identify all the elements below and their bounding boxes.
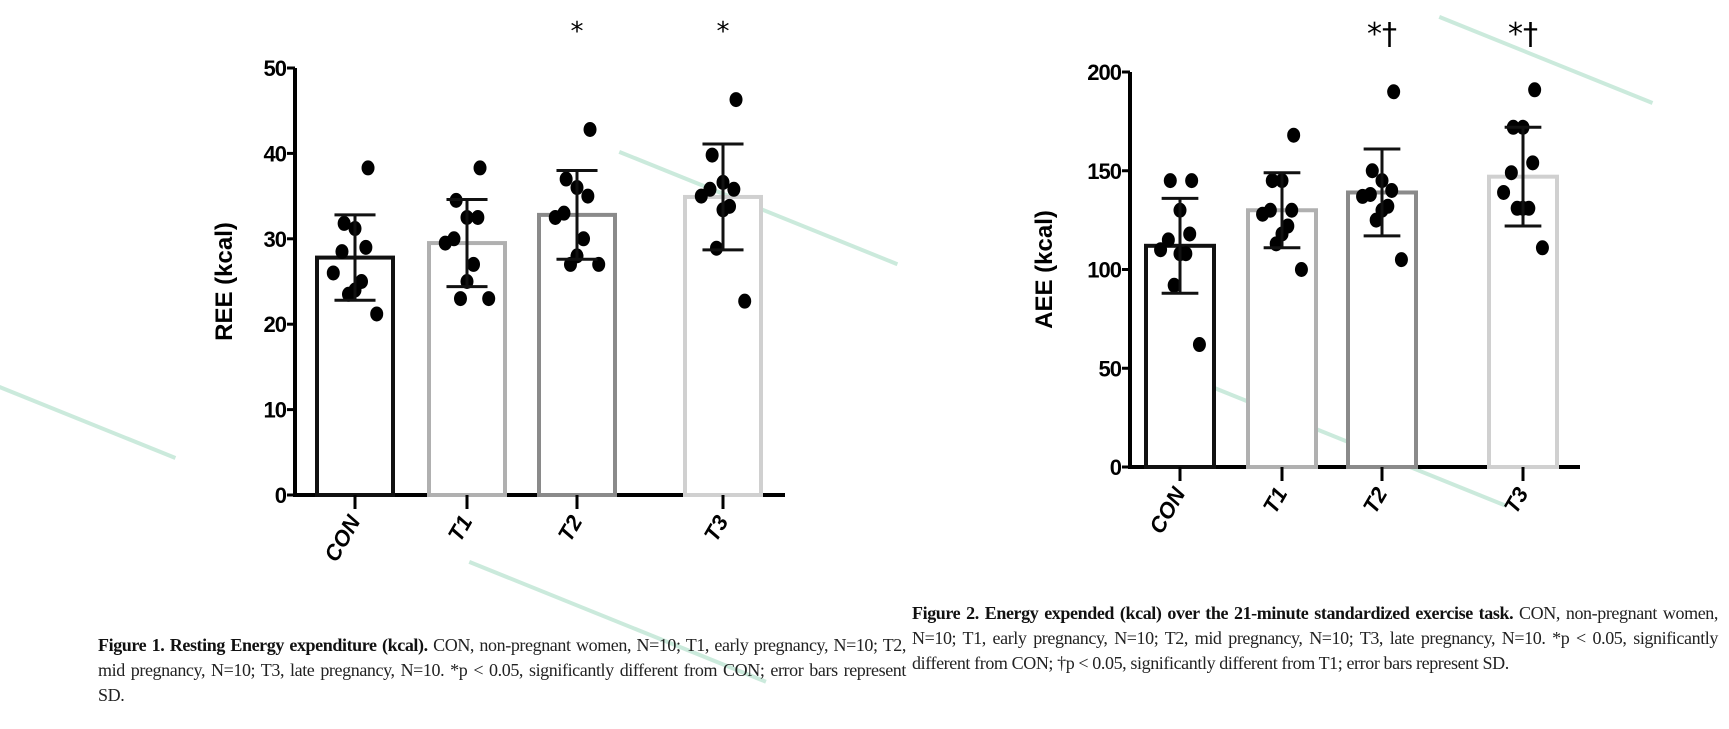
data-point — [705, 147, 719, 163]
data-point — [1497, 184, 1511, 200]
data-point — [1387, 84, 1401, 100]
x-tick-label: T1 — [1258, 483, 1292, 518]
y-tick-label: 30 — [264, 227, 287, 252]
data-point — [1504, 165, 1518, 181]
data-point — [438, 235, 452, 251]
figure-2-caption-text: CON, non-pregnant women, N=10; T1, early… — [912, 603, 1718, 673]
data-point — [1285, 202, 1299, 218]
y-tick-label: 150 — [1087, 159, 1121, 184]
data-point — [1154, 242, 1168, 258]
figure-1-caption-text: CON, non-pregnant women, N=10; T1, early… — [98, 635, 906, 705]
data-point — [559, 171, 573, 187]
data-point — [727, 181, 741, 197]
data-point — [1385, 183, 1399, 198]
y-tick-label: 0 — [275, 483, 287, 508]
data-point — [473, 160, 487, 176]
data-point — [1369, 212, 1383, 228]
significance-marker: *† — [1508, 17, 1538, 52]
data-point — [341, 286, 355, 302]
data-point — [1528, 82, 1542, 98]
y-tick-label: 40 — [264, 141, 287, 166]
data-point — [729, 92, 743, 108]
data-point — [337, 215, 351, 231]
y-tick-label: 50 — [264, 56, 287, 81]
data-point — [694, 188, 708, 204]
data-point — [370, 306, 384, 322]
data-point — [361, 160, 375, 176]
y-axis-label: REE (kcal) — [211, 222, 238, 341]
data-point — [1535, 240, 1549, 256]
data-point — [1510, 200, 1524, 216]
data-point — [1287, 127, 1301, 143]
data-point — [1256, 206, 1270, 222]
significance-marker: * — [571, 17, 584, 47]
figure-1-caption: Figure 1. Resting Energy expenditure (kc… — [98, 633, 906, 708]
data-point — [581, 188, 595, 204]
x-tick-label: T3 — [1499, 483, 1533, 518]
data-point — [577, 231, 591, 247]
data-point — [1294, 262, 1308, 277]
y-tick-label: 0 — [1110, 455, 1122, 480]
data-point — [1356, 188, 1370, 204]
data-point — [1167, 277, 1181, 293]
significance-marker: * — [717, 17, 730, 47]
x-tick-label: CON — [1144, 482, 1191, 538]
data-point — [1394, 252, 1408, 268]
x-tick-label: T2 — [1358, 482, 1393, 517]
data-point — [709, 240, 723, 256]
bar-t2 — [1346, 190, 1418, 469]
y-tick-label: 100 — [1087, 258, 1121, 283]
figure-1-caption-title: Figure 1. Resting Energy expenditure (kc… — [98, 635, 428, 655]
data-point — [471, 209, 485, 225]
y-tick-label: 200 — [1087, 60, 1121, 85]
data-point — [583, 121, 597, 137]
data-point — [1163, 173, 1177, 189]
data-point — [1161, 232, 1175, 248]
significance-marker: *† — [1367, 17, 1397, 52]
y-tick-label: 10 — [264, 398, 287, 423]
data-point — [467, 256, 481, 272]
data-point — [335, 244, 349, 260]
data-point — [1183, 226, 1197, 242]
data-point — [326, 265, 340, 281]
data-point — [1265, 173, 1279, 189]
data-point — [359, 239, 373, 255]
data-point — [453, 291, 467, 307]
aee-bar-chart: 0 50 100 150 200 AEE (kcal) CON T1 T2 *† T3 *† — [1031, 17, 1580, 538]
figure-2-caption: Figure 2. Energy expended (kcal) over th… — [912, 601, 1718, 676]
data-point — [738, 293, 752, 309]
data-point — [1526, 155, 1540, 171]
data-point — [482, 291, 496, 307]
y-tick-label: 20 — [264, 312, 287, 337]
data-point — [1192, 337, 1206, 353]
data-point — [548, 209, 562, 225]
data-point — [1365, 163, 1379, 179]
y-axis-label: AEE (kcal) — [1031, 210, 1058, 329]
figure-2-caption-title: Figure 2. Energy expended (kcal) over th… — [912, 603, 1514, 623]
y-tick-label: 50 — [1099, 356, 1122, 381]
data-point — [1185, 173, 1199, 189]
